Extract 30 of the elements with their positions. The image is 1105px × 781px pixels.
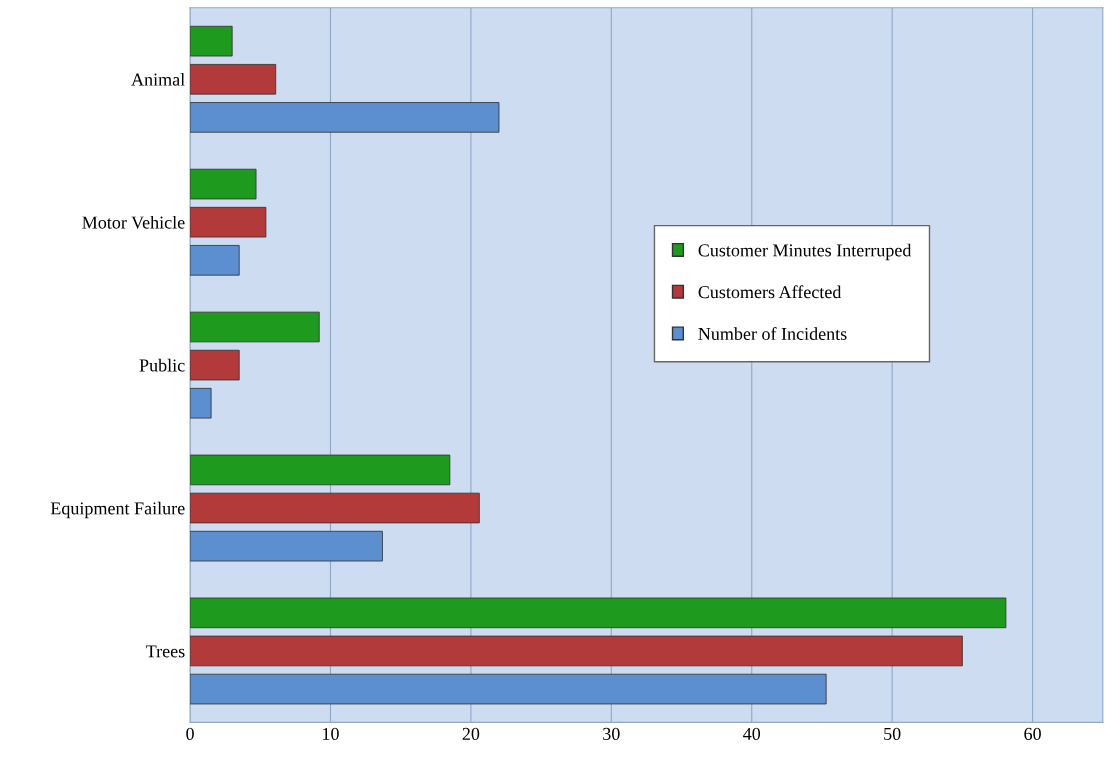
bar <box>190 63 277 95</box>
bar <box>190 102 500 133</box>
bar <box>190 635 963 667</box>
x-tick-label: 0 <box>186 727 194 740</box>
y-tick-label: Trees <box>146 645 185 658</box>
legend-label: Number of Incidents <box>698 327 847 340</box>
bar <box>190 597 1007 629</box>
bar <box>190 530 383 562</box>
y-tick-label: Equipment Failure <box>50 501 185 519</box>
bar <box>190 25 233 57</box>
bar <box>190 673 827 705</box>
x-tick-label: 30 <box>603 727 620 740</box>
bar <box>190 245 240 276</box>
y-tick-label: Public <box>139 358 185 372</box>
y-tick-label: Motor Vehicle <box>82 215 185 229</box>
legend-label: Customers Affected <box>698 285 842 299</box>
legend-label: Customer Minutes Interruped <box>698 243 912 261</box>
bar <box>190 387 212 419</box>
bar <box>190 206 267 238</box>
x-tick-label: 60 <box>1024 727 1041 740</box>
y-tick-label: Animal <box>131 73 185 86</box>
bar <box>190 311 320 343</box>
bar <box>190 454 451 486</box>
x-tick-label: 50 <box>884 727 901 740</box>
bar <box>190 349 240 381</box>
bar <box>190 168 257 200</box>
bar <box>190 492 480 524</box>
x-tick-label: 20 <box>462 727 480 740</box>
x-tick-label: 40 <box>743 727 761 740</box>
x-tick-label: 10 <box>323 727 339 740</box>
